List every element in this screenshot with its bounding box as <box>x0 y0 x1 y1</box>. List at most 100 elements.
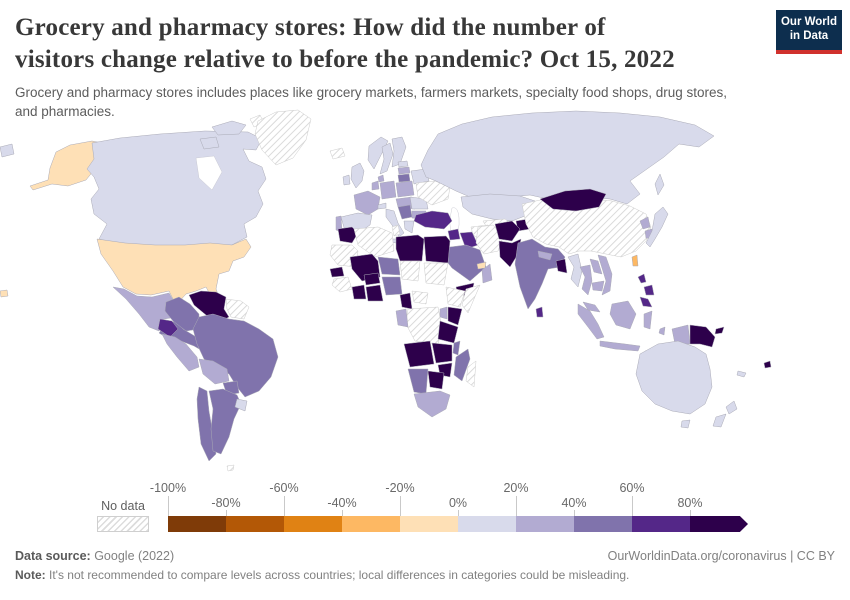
country-canada[interactable] <box>86 130 267 248</box>
legend-segment-60to80[interactable] <box>632 516 690 532</box>
country-uruguay[interactable] <box>234 398 248 412</box>
country-germany[interactable] <box>379 180 397 200</box>
country-brazil[interactable] <box>192 313 279 398</box>
country-gabon[interactable] <box>395 308 409 328</box>
country-ukraine[interactable] <box>415 180 451 206</box>
country-india[interactable] <box>514 238 566 310</box>
country-chad[interactable] <box>399 260 421 282</box>
country-iran[interactable] <box>475 224 504 255</box>
country-australia[interactable] <box>635 340 713 429</box>
country-laos[interactable] <box>589 258 603 275</box>
country-uganda[interactable] <box>439 306 448 320</box>
country-bolivia[interactable] <box>198 358 230 385</box>
country-united-kingdom[interactable] <box>350 162 365 189</box>
country-sweden[interactable] <box>379 142 394 175</box>
country-denmark[interactable] <box>377 174 385 183</box>
country-malaysia[interactable] <box>582 301 601 313</box>
country-sri-lanka[interactable] <box>535 306 544 318</box>
country-japan[interactable] <box>645 206 669 248</box>
country-oman[interactable] <box>481 263 493 284</box>
legend-segment--80to-60[interactable] <box>226 516 284 532</box>
country-venezuela[interactable] <box>188 290 230 323</box>
country-guinea[interactable] <box>331 276 353 293</box>
country-ecuador[interactable] <box>157 318 179 338</box>
country-cote-d-ivoire[interactable] <box>351 284 367 300</box>
country-nepal[interactable] <box>537 250 553 261</box>
country-madagascar[interactable] <box>465 360 477 388</box>
country-philippines[interactable] <box>637 273 655 308</box>
country-ghana-togo-benin[interactable] <box>365 284 384 302</box>
country-ethiopia[interactable] <box>445 286 466 308</box>
country-france[interactable] <box>353 190 381 216</box>
country-guyana-and-suriname[interactable] <box>225 298 250 320</box>
country-fiji[interactable] <box>763 360 772 369</box>
country-cameroon[interactable] <box>399 292 413 310</box>
country-central-african-republic[interactable] <box>411 290 429 305</box>
country-poland[interactable] <box>395 180 415 198</box>
country-lithuania[interactable] <box>397 173 411 183</box>
country-angola[interactable] <box>403 340 435 368</box>
country-algeria[interactable] <box>353 226 395 258</box>
legend-segment-80+[interactable] <box>690 516 748 532</box>
country-iceland[interactable] <box>329 147 346 160</box>
country-latvia[interactable] <box>397 166 411 175</box>
legend-segment-0to20[interactable] <box>458 516 516 532</box>
country-kenya[interactable] <box>447 306 463 326</box>
country-estonia[interactable] <box>397 160 409 168</box>
country-united-arab-emirates[interactable] <box>476 261 487 270</box>
country-zambia[interactable] <box>431 342 453 364</box>
country-egypt[interactable] <box>423 235 451 264</box>
country-kazakhstan[interactable] <box>460 193 536 222</box>
country-norway[interactable] <box>367 136 389 170</box>
country-senegal[interactable] <box>329 266 345 278</box>
legend-segment--100to-80[interactable] <box>168 516 226 532</box>
country-burkina-faso[interactable] <box>363 272 381 286</box>
owid-logo[interactable]: Our World in Data <box>776 10 842 54</box>
legend-segment--60to-40[interactable] <box>284 516 342 532</box>
country-greece[interactable] <box>403 220 415 234</box>
legend-segment-20to40[interactable] <box>516 516 574 532</box>
country-argentina[interactable] <box>208 388 242 455</box>
country-cambodia[interactable] <box>591 280 605 292</box>
country-new-zealand[interactable] <box>712 400 738 428</box>
country-indonesia[interactable] <box>577 300 666 358</box>
country-russia[interactable] <box>654 173 665 196</box>
owid-link[interactable]: OurWorldinData.org/coronavirus | CC BY <box>607 549 835 563</box>
country-netherlands-and-belgium[interactable] <box>371 180 380 191</box>
country-united-states[interactable] <box>96 238 252 306</box>
country-malawi[interactable] <box>452 340 461 356</box>
country-mozambique[interactable] <box>453 348 471 382</box>
country-russia[interactable] <box>0 143 15 158</box>
country-nigeria[interactable] <box>381 276 403 296</box>
legend-segment-40to60[interactable] <box>574 516 632 532</box>
country-sudan[interactable] <box>423 262 449 286</box>
country-mongolia[interactable] <box>539 188 607 212</box>
country-dr-congo[interactable] <box>405 306 443 345</box>
country-canada-arctic-islands[interactable] <box>199 120 247 150</box>
country-thailand[interactable] <box>579 264 593 296</box>
country-south-africa[interactable] <box>413 390 451 418</box>
country-tanzania[interactable] <box>437 320 459 344</box>
country-myanmar[interactable] <box>567 253 583 288</box>
legend-segment--20to0[interactable] <box>400 516 458 532</box>
no-data-swatch[interactable] <box>97 516 149 532</box>
country-falkland-islands[interactable] <box>226 464 235 472</box>
country-morocco[interactable] <box>337 226 359 244</box>
country-papua-new-guinea[interactable] <box>689 324 725 348</box>
country-north-korea[interactable] <box>639 216 651 230</box>
country-namibia[interactable] <box>407 368 429 395</box>
country-chile[interactable] <box>196 386 217 462</box>
country-peru[interactable] <box>161 333 200 372</box>
country-switzerland[interactable] <box>377 202 387 210</box>
legend-segment--40to-20[interactable] <box>342 516 400 532</box>
country-syria[interactable] <box>447 228 461 241</box>
country-ireland[interactable] <box>342 174 351 186</box>
country-tunisia[interactable] <box>391 224 401 237</box>
country-niger[interactable] <box>377 256 401 276</box>
country-new-caledonia[interactable] <box>736 370 747 378</box>
country-greenland[interactable] <box>254 109 312 166</box>
country-botswana[interactable] <box>427 370 445 390</box>
country-libya[interactable] <box>395 234 425 262</box>
country-taiwan[interactable] <box>631 254 639 267</box>
country-russia[interactable] <box>420 110 715 205</box>
